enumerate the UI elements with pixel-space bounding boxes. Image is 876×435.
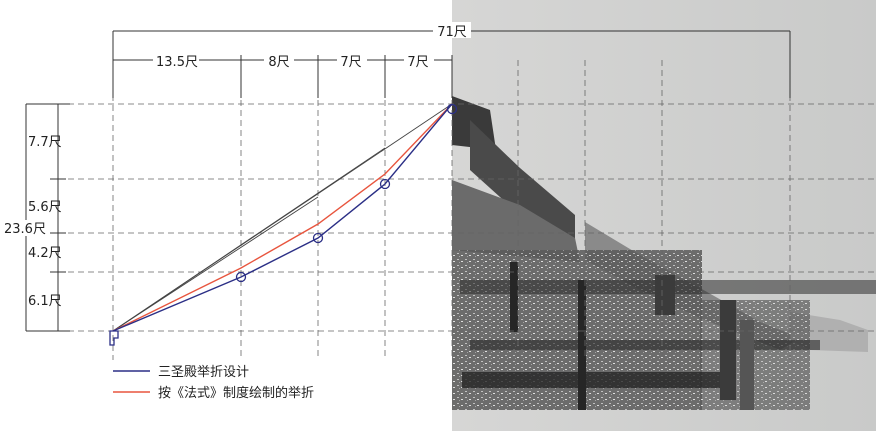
rise-label-4: 6.1尺 [28, 294, 62, 309]
legend-label-design: 三圣殿举折设计 [158, 365, 249, 380]
fashi-roof-curve [112, 103, 453, 332]
beam [462, 372, 722, 388]
legend: 三圣殿举折设计 按《法式》制度绘制的举折 [113, 365, 314, 401]
total-span-label: 71尺 [437, 25, 467, 40]
purlin-marker [235, 271, 247, 283]
column [578, 280, 586, 410]
top-dimension-labels: 71尺 13.5尺 8尺 7尺 7尺 [153, 22, 471, 70]
roof-slab [452, 180, 580, 262]
bracket [655, 275, 675, 315]
grid-lines [58, 60, 876, 360]
segment-label-3: 7尺 [340, 55, 361, 70]
segment-label-2: 8尺 [268, 55, 289, 70]
total-rise-label: 23.6尺 [4, 222, 46, 237]
purlin-markers [235, 103, 458, 283]
left-dimension-labels: 7.7尺 5.6尺 23.6尺 4.2尺 6.1尺 [2, 135, 62, 309]
segment-label-4: 7尺 [407, 55, 428, 70]
design-roof-curve [112, 103, 453, 332]
rise-label-3: 4.2尺 [28, 246, 62, 261]
rise-label-1: 7.7尺 [28, 135, 62, 150]
purlin-marker [379, 178, 391, 190]
eave-base-block [109, 330, 119, 346]
point-cloud-photo [452, 0, 876, 431]
bracket [720, 300, 736, 400]
segment-label-1: 13.5尺 [156, 55, 198, 70]
bracket [740, 320, 754, 410]
column [510, 262, 518, 332]
legend-label-fashi: 按《法式》制度绘制的举折 [158, 385, 314, 401]
bracket-sets [700, 300, 810, 410]
reference-lines [112, 103, 453, 332]
purlin-marker [312, 232, 324, 244]
beam [470, 340, 820, 350]
roof-slab [470, 120, 575, 240]
purlin-marker [446, 103, 458, 115]
left-dimension-lines [25, 103, 70, 332]
rise-label-2: 5.6尺 [28, 200, 62, 215]
